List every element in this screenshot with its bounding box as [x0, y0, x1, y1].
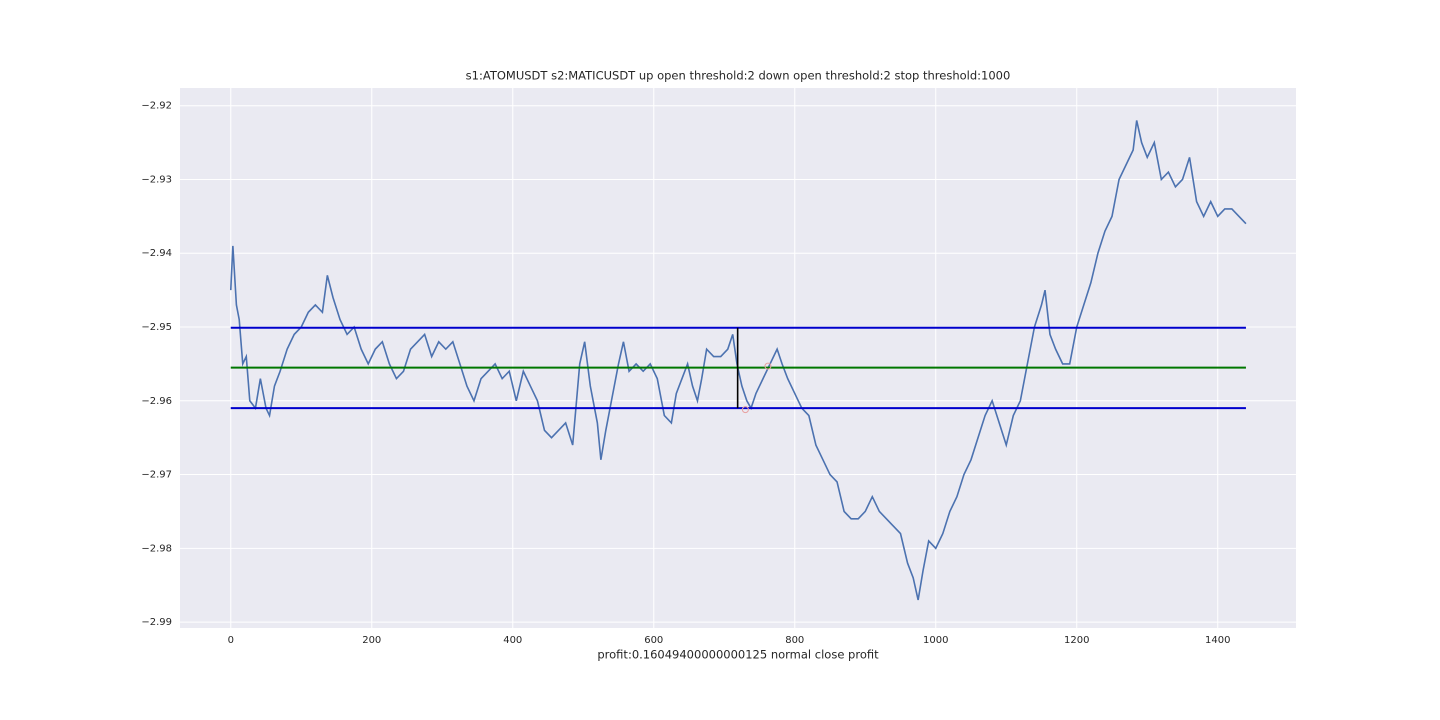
marker: [741, 406, 749, 414]
y-tick-label: −2.93: [141, 174, 172, 185]
x-axis-label: profit:0.16049400000000125 normal close …: [597, 648, 879, 662]
x-tick-label: 0: [228, 635, 234, 646]
y-tick-label: −2.94: [141, 248, 172, 259]
x-tick-label: 800: [785, 635, 804, 646]
y-tick-label: −2.99: [141, 617, 172, 628]
x-tick-label: 400: [503, 635, 522, 646]
x-tick-label: 600: [644, 635, 663, 646]
x-tick-label: 1000: [923, 635, 948, 646]
y-tick-label: −2.96: [141, 396, 172, 407]
marker: [764, 362, 772, 370]
chart-title: s1:ATOMUSDT s2:MATICUSDT up open thresho…: [466, 69, 1011, 83]
y-tick-label: −2.97: [141, 470, 172, 481]
data-line: [229, 120, 1247, 601]
y-tick-label: −2.92: [141, 101, 172, 112]
x-tick-label: 1200: [1064, 635, 1089, 646]
y-tick-label: −2.95: [141, 322, 172, 333]
x-tick-label: 200: [362, 635, 381, 646]
x-tick-label: 1400: [1205, 635, 1230, 646]
y-tick-label: −2.98: [141, 543, 172, 554]
